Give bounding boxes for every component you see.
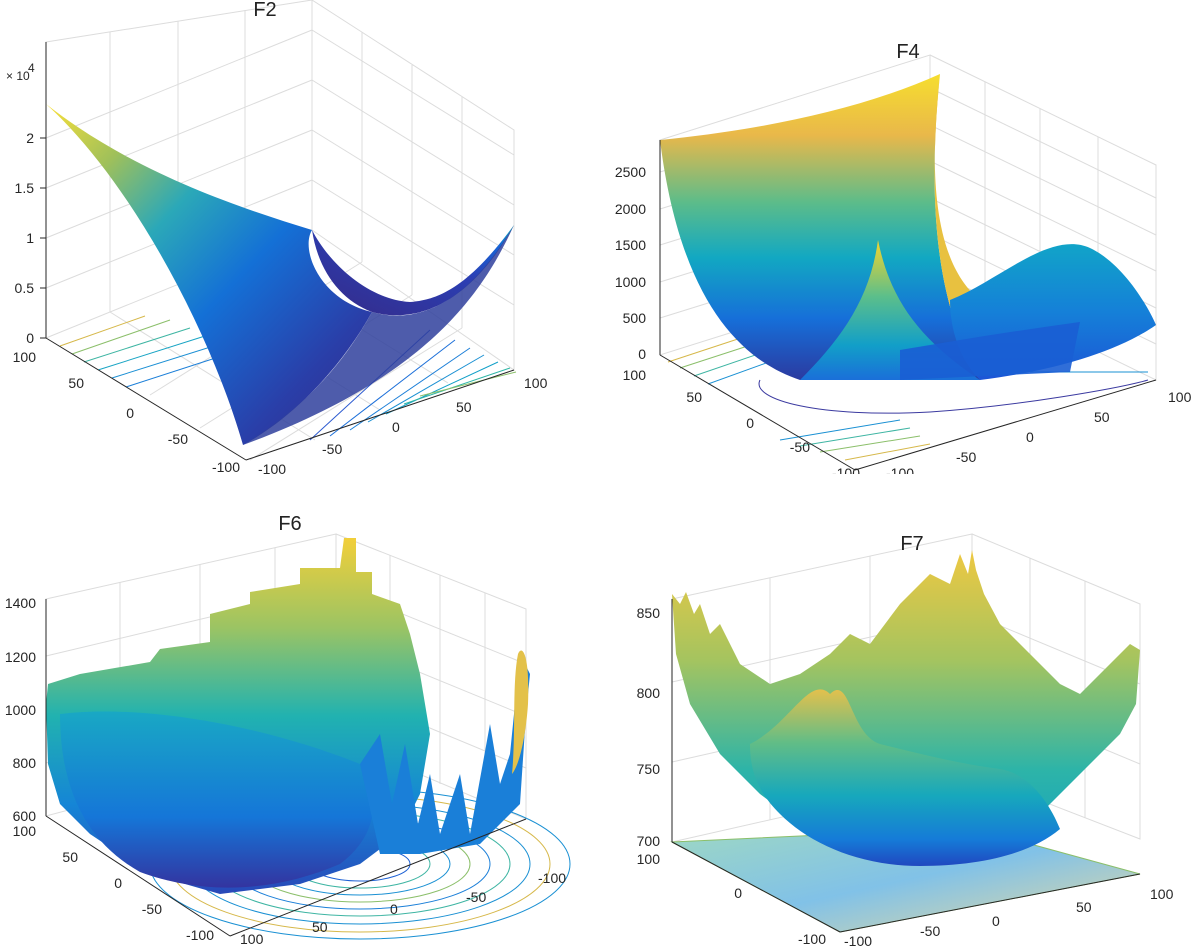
f2-exponent-power: 4 xyxy=(28,61,35,75)
f4-z-tick: 2500 xyxy=(615,164,646,180)
f6-x-tick: 0 xyxy=(390,901,398,917)
f4-y-tick: 0 xyxy=(746,415,754,431)
f2-z-tick: 2 xyxy=(26,130,34,146)
f2-z-tick: 0 xyxy=(26,330,34,346)
f2-x-tick: -50 xyxy=(322,441,342,457)
f7-y-tick: 0 xyxy=(734,885,742,901)
f6-axes xyxy=(45,599,527,937)
f6-x-ticks: -100 -50 0 50 100 xyxy=(240,870,566,947)
f4-x-tick: 0 xyxy=(1026,429,1034,445)
f2-z-tick: 1.5 xyxy=(15,180,35,196)
f7-axes xyxy=(671,599,1141,933)
f4-title: F4 xyxy=(896,41,919,63)
f7-surface xyxy=(672,550,1140,866)
f7-z-ticks: 850 800 750 700 xyxy=(637,605,661,849)
f7-z-tick: 750 xyxy=(637,761,661,777)
f4-axes xyxy=(659,140,1157,471)
chart-f6: F6 1400 1200 1000 800 600 100 50 0 -50 -… xyxy=(0,474,600,948)
f7-y-tick: 100 xyxy=(637,851,661,867)
f2-x-tick: 0 xyxy=(392,419,400,435)
f4-z-tick: 0 xyxy=(638,346,646,362)
f4-x-tick: -100 xyxy=(886,465,914,474)
f4-z-ticks: 2500 2000 1500 1000 500 0 xyxy=(615,164,646,362)
chart-f7: F7 850 800 750 700 100 0 -100 100 50 0 -… xyxy=(600,474,1200,948)
f4-z-tick: 2000 xyxy=(615,201,646,217)
f4-y-tick: 50 xyxy=(686,389,702,405)
chart-f4: F4 2500 2000 1500 1000 500 0 100 50 0 -5… xyxy=(600,0,1200,474)
f6-y-tick: 100 xyxy=(13,823,37,839)
f2-surface xyxy=(46,104,514,445)
f6-x-tick: 100 xyxy=(240,931,264,947)
f2-z-tick: 0.5 xyxy=(15,280,35,296)
f4-z-tick: 1000 xyxy=(615,274,646,290)
f6-z-tick: 600 xyxy=(13,808,37,824)
f4-x-tick: 50 xyxy=(1094,409,1110,425)
f4-z-tick: 500 xyxy=(623,310,647,326)
f4-x-ticks: 100 50 0 -50 -100 xyxy=(886,389,1192,474)
f6-y-tick: 0 xyxy=(114,875,122,891)
f2-x-tick: 50 xyxy=(456,399,472,415)
f7-x-tick: -100 xyxy=(844,933,872,948)
f6-z-tick: 1000 xyxy=(5,702,36,718)
f7-y-ticks: 100 0 -100 xyxy=(637,851,827,947)
f7-z-tick: 700 xyxy=(637,833,661,849)
f4-y-tick: -100 xyxy=(832,465,860,474)
f6-x-tick: -50 xyxy=(466,889,486,905)
f7-title: F7 xyxy=(900,533,923,555)
f2-x-ticks: 100 50 0 -50 -100 xyxy=(258,375,548,474)
f2-x-tick: 100 xyxy=(524,375,548,391)
f4-x-tick: -50 xyxy=(956,449,976,465)
f6-z-tick: 1200 xyxy=(5,649,36,665)
f7-x-tick: 50 xyxy=(1076,899,1092,915)
f2-y-ticks: 100 50 0 -50 -100 xyxy=(13,349,241,474)
f7-x-tick: 0 xyxy=(992,913,1000,929)
f4-y-ticks: 100 50 0 -50 -100 xyxy=(623,367,861,474)
f4-y-tick: 100 xyxy=(623,367,647,383)
f6-y-tick: -50 xyxy=(142,901,162,917)
f6-x-tick: 50 xyxy=(312,919,328,935)
f6-y-ticks: 100 50 0 -50 -100 xyxy=(13,823,215,943)
f6-z-ticks: 1400 1200 1000 800 600 xyxy=(5,595,36,824)
f2-y-tick: -100 xyxy=(212,459,240,474)
f2-z-tick: 1 xyxy=(26,230,34,246)
f4-x-tick: 100 xyxy=(1168,389,1192,405)
f7-x-tick: -50 xyxy=(920,923,940,939)
f4-surface xyxy=(660,74,1156,380)
f2-y-tick: -50 xyxy=(168,431,188,447)
f2-x-tick: -100 xyxy=(258,461,286,474)
f2-axes xyxy=(40,42,515,461)
f4-y-tick: -50 xyxy=(790,439,810,455)
f6-surface xyxy=(46,538,530,894)
f4-z-tick: 1500 xyxy=(615,237,646,253)
f7-z-tick: 800 xyxy=(637,685,661,701)
f4-contours xyxy=(667,334,1149,461)
f2-y-tick: 100 xyxy=(13,349,37,365)
f2-y-tick: 50 xyxy=(68,375,84,391)
f7-x-tick: 100 xyxy=(1150,886,1174,902)
f2-exponent-base: × 10 xyxy=(6,69,30,83)
f2-y-tick: 0 xyxy=(126,405,134,421)
f6-z-tick: 800 xyxy=(13,755,37,771)
f6-y-tick: 50 xyxy=(62,849,78,865)
chart-f2: F2 × 10 4 2 1.5 1 0.5 0 100 50 0 -50 -10… xyxy=(0,0,600,474)
f6-z-tick: 1400 xyxy=(5,595,36,611)
f7-z-tick: 850 xyxy=(637,605,661,621)
f2-z-ticks: 2 1.5 1 0.5 0 xyxy=(15,130,35,346)
f6-title: F6 xyxy=(278,513,301,535)
f6-y-tick: -100 xyxy=(186,927,214,943)
f2-title: F2 xyxy=(253,0,276,21)
f6-x-tick: -100 xyxy=(538,870,566,886)
f7-y-tick: -100 xyxy=(798,931,826,947)
f7-x-ticks: 100 50 0 -50 -100 xyxy=(844,886,1174,948)
